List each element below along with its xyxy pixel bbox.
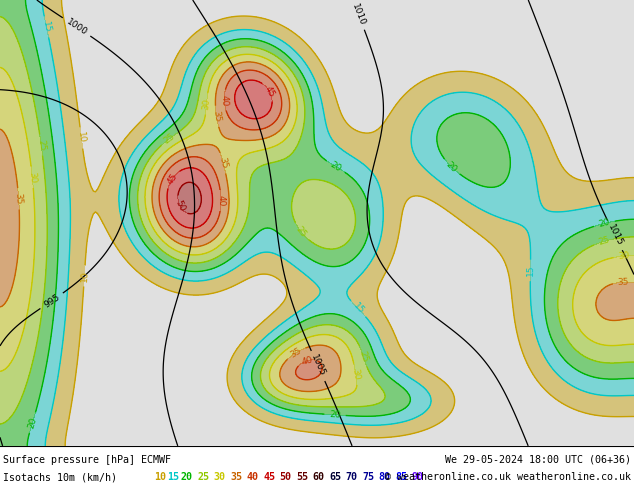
Text: 45: 45 (262, 84, 276, 98)
Text: Isotachs 10m (km/h): Isotachs 10m (km/h) (3, 472, 117, 482)
Text: 35: 35 (14, 193, 23, 205)
Text: 1000: 1000 (65, 17, 89, 37)
Text: © weatheronline.co.uk weatheronline.co.uk: © weatheronline.co.uk weatheronline.co.u… (385, 472, 631, 482)
Text: 65: 65 (329, 472, 341, 482)
Text: 60: 60 (313, 472, 325, 482)
Text: 35: 35 (217, 156, 229, 170)
Text: 995: 995 (42, 292, 61, 309)
Text: 10: 10 (154, 472, 166, 482)
Text: 30: 30 (214, 472, 226, 482)
Text: We 29-05-2024 18:00 UTC (06+36): We 29-05-2024 18:00 UTC (06+36) (445, 455, 631, 465)
Text: 25: 25 (294, 224, 308, 239)
Text: 10: 10 (79, 270, 89, 282)
Text: 30: 30 (351, 368, 361, 381)
Text: 20: 20 (181, 472, 193, 482)
Text: 15: 15 (167, 472, 179, 482)
Text: 1010: 1010 (350, 2, 366, 26)
Text: 75: 75 (362, 472, 374, 482)
Text: 20: 20 (444, 160, 459, 174)
Text: 90: 90 (411, 472, 424, 482)
Text: 55: 55 (296, 472, 308, 482)
Text: 15: 15 (526, 265, 535, 276)
Text: 20: 20 (598, 218, 611, 229)
Text: 25: 25 (162, 131, 177, 146)
Text: 20: 20 (27, 416, 39, 429)
Text: 1015: 1015 (605, 223, 624, 248)
Text: 45: 45 (263, 472, 275, 482)
Text: 70: 70 (346, 472, 358, 482)
Text: 40: 40 (216, 195, 226, 206)
Text: 30: 30 (618, 251, 630, 261)
Text: 30: 30 (27, 171, 37, 183)
Text: 35: 35 (230, 472, 242, 482)
Text: 35: 35 (289, 346, 303, 360)
Text: 25: 25 (36, 139, 46, 151)
Text: 15: 15 (41, 20, 52, 33)
Text: 40: 40 (301, 355, 314, 367)
Text: 20: 20 (329, 410, 341, 419)
Text: 15: 15 (351, 301, 366, 316)
Text: 1005: 1005 (309, 354, 327, 378)
Text: 25: 25 (197, 472, 209, 482)
Text: 20: 20 (328, 160, 343, 173)
Text: 35: 35 (618, 278, 630, 287)
Text: 30: 30 (202, 98, 212, 110)
Text: 50: 50 (280, 472, 292, 482)
Text: 40: 40 (247, 472, 259, 482)
Text: Surface pressure [hPa] ECMWF: Surface pressure [hPa] ECMWF (3, 455, 171, 465)
Text: 45: 45 (165, 172, 179, 186)
Text: 35: 35 (211, 110, 222, 123)
Text: 25: 25 (358, 349, 370, 363)
Text: 40: 40 (219, 95, 229, 106)
Text: 25: 25 (598, 235, 611, 247)
Text: 50: 50 (173, 199, 186, 213)
Text: 10: 10 (76, 132, 86, 144)
Text: 85: 85 (395, 472, 407, 482)
Text: 80: 80 (378, 472, 391, 482)
